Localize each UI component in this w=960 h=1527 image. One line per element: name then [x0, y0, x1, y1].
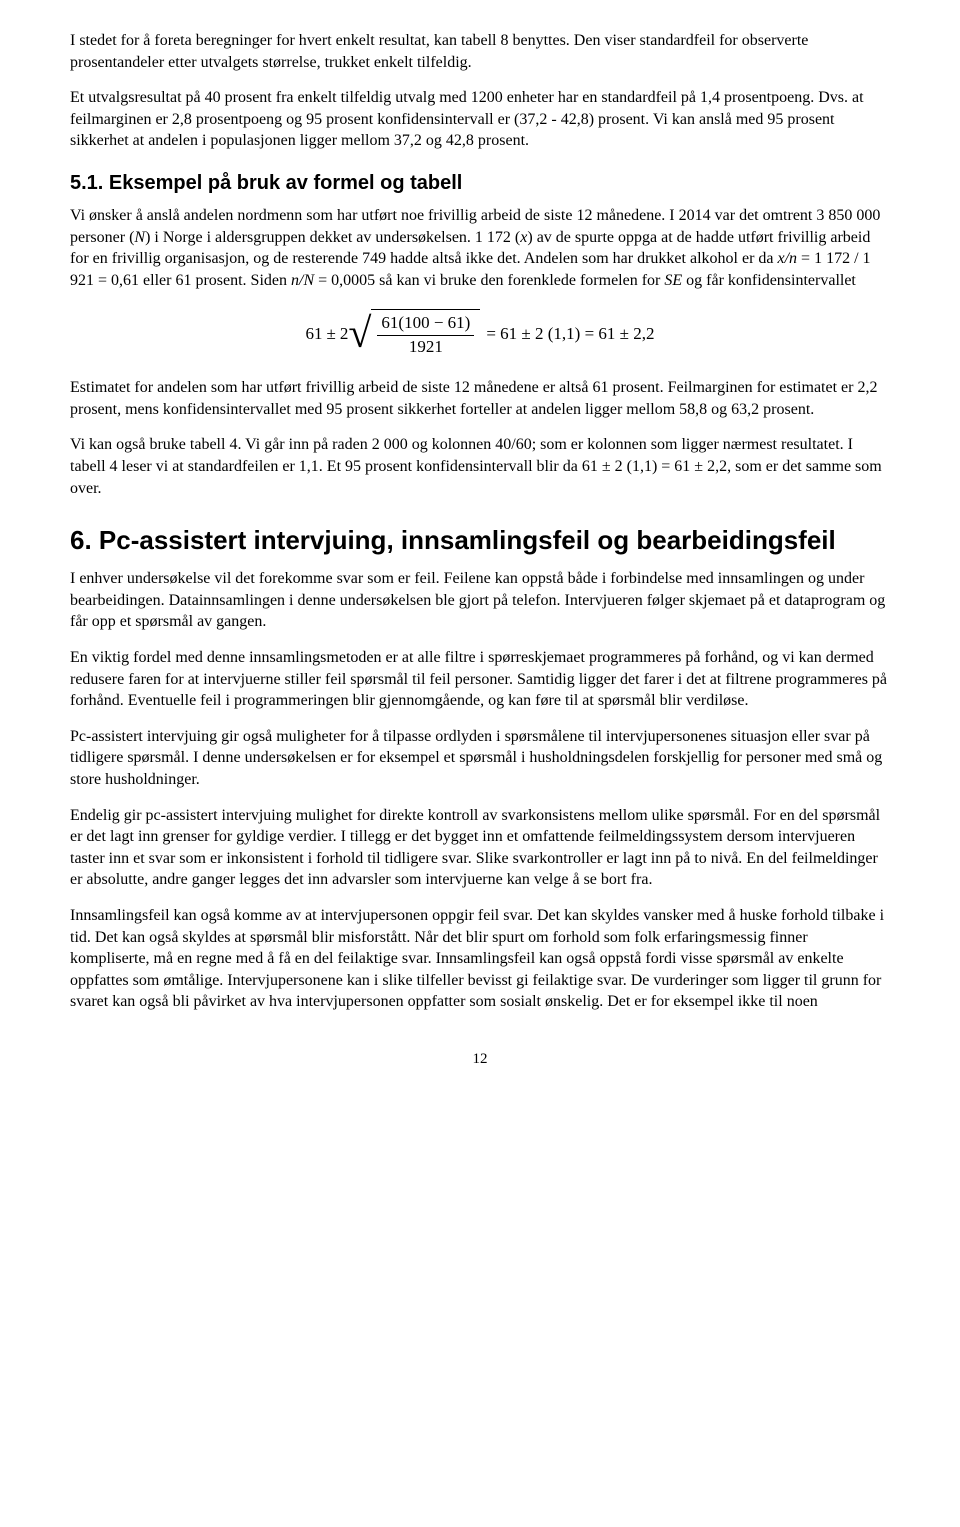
formula-denominator: 1921 — [377, 336, 474, 359]
formula-coef: 2 — [340, 323, 349, 346]
paragraph: Innsamlingsfeil kan også komme av at int… — [70, 905, 890, 1013]
formula-numerator: 61(100 − 61) — [377, 312, 474, 336]
paragraph: I enhver undersøkelse vil det forekomme … — [70, 568, 890, 633]
paragraph: Et utvalgsresultat på 40 prosent fra enk… — [70, 87, 890, 152]
paragraph: Estimatet for andelen som har utført fri… — [70, 377, 890, 420]
heading-6: 6. Pc-assistert intervjuing, innsamlings… — [70, 523, 890, 558]
paragraph: En viktig fordel med denne innsamlingsme… — [70, 647, 890, 712]
heading-5-1: 5.1. Eksempel på bruk av formel og tabel… — [70, 170, 890, 197]
paragraph: Vi ønsker å anslå andelen nordmenn som h… — [70, 205, 890, 291]
page-number: 12 — [70, 1049, 890, 1069]
radical-icon: √ — [348, 313, 371, 363]
paragraph: Endelig gir pc-assistert intervjuing mul… — [70, 805, 890, 891]
formula: 61 ± 2 √ 61(100 − 61) 1921 = 61 ± 2 (1,1… — [70, 309, 890, 359]
variable-SE: SE — [664, 272, 682, 289]
variable-N: N — [134, 229, 145, 246]
paragraph: I stedet for å foreta beregninger for hv… — [70, 30, 890, 73]
formula-lhs-a: 61 — [306, 323, 323, 346]
formula-pm: ± — [327, 323, 336, 346]
text: = 0,0005 så kan vi bruke den forenklede … — [314, 272, 664, 289]
variable-xn: x/n — [778, 250, 798, 267]
formula-rhs: = 61 ± 2 (1,1) = 61 ± 2,2 — [486, 323, 654, 346]
variable-nN: n/N — [291, 272, 314, 289]
paragraph: Vi kan også bruke tabell 4. Vi går inn p… — [70, 434, 890, 499]
text: ) i Norge i aldersgruppen dekket av unde… — [145, 229, 520, 246]
text: og får konfidensintervallet — [682, 272, 856, 289]
paragraph: Pc-assistert intervjuing gir også muligh… — [70, 726, 890, 791]
